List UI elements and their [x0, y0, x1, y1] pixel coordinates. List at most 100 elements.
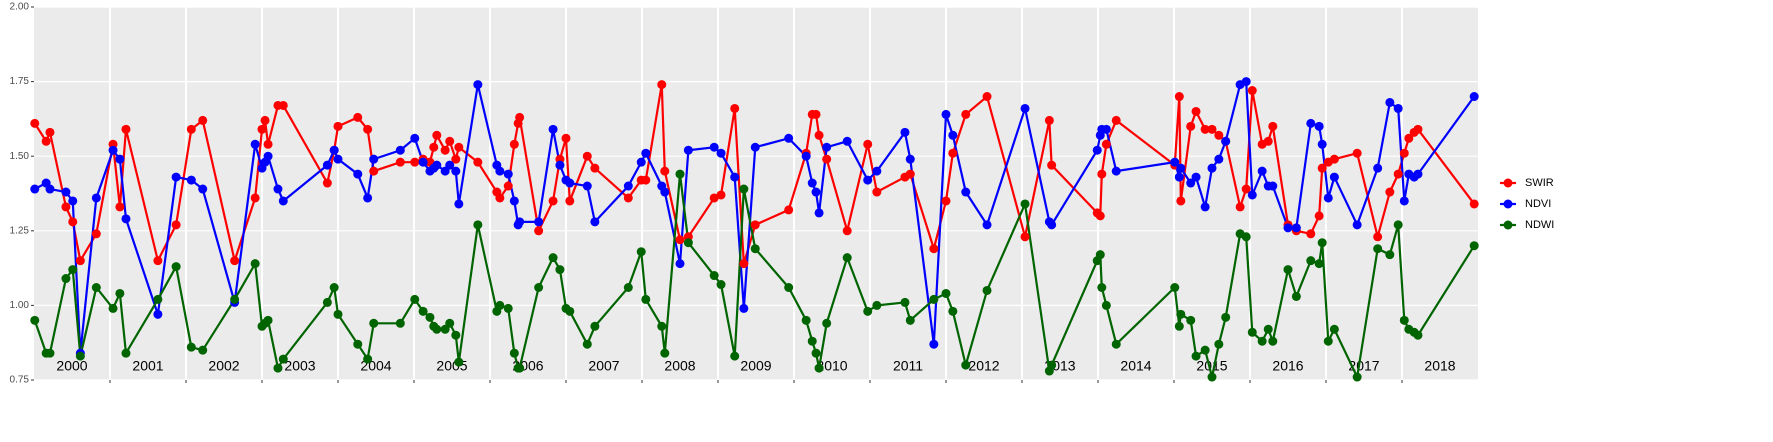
data-point: [660, 187, 670, 197]
data-point: [198, 184, 208, 194]
data-point: [709, 193, 719, 203]
data-point: [1221, 136, 1231, 146]
data-point: [171, 262, 181, 272]
data-point: [1393, 169, 1403, 179]
data-point: [329, 282, 339, 292]
data-point: [1257, 336, 1267, 346]
data-point: [730, 172, 740, 182]
x-tick-label: 2010: [816, 358, 847, 374]
data-point: [473, 220, 483, 230]
data-point: [982, 220, 992, 230]
data-point: [961, 109, 971, 119]
data-point: [30, 118, 40, 128]
data-point: [1174, 92, 1184, 102]
legend-label: NDVI: [1525, 198, 1551, 210]
data-point: [948, 306, 958, 316]
x-tick-label: 2008: [664, 358, 695, 374]
x-tick-label: 2005: [436, 358, 467, 374]
data-point: [61, 187, 71, 197]
data-point: [1283, 265, 1293, 275]
data-point: [1291, 291, 1301, 301]
data-point: [750, 220, 760, 230]
data-point: [582, 181, 592, 191]
data-point: [565, 306, 575, 316]
data-point: [1385, 250, 1395, 260]
data-point: [1306, 229, 1316, 239]
data-point: [1323, 193, 1333, 203]
data-point: [273, 363, 283, 373]
legend-key: [1503, 220, 1513, 230]
data-point: [982, 285, 992, 295]
data-point: [1263, 324, 1273, 334]
data-point: [41, 136, 51, 146]
data-point: [822, 142, 832, 152]
data-point: [730, 103, 740, 113]
data-point: [1373, 232, 1383, 242]
data-point: [1257, 166, 1267, 176]
data-point: [929, 339, 939, 349]
data-point: [709, 142, 719, 152]
data-point: [636, 157, 646, 167]
data-point: [716, 280, 726, 290]
data-point: [739, 303, 749, 313]
data-point: [260, 115, 270, 125]
data-point: [1393, 103, 1403, 113]
data-point: [548, 253, 558, 263]
data-point: [811, 348, 821, 358]
data-point: [1314, 259, 1324, 269]
data-point: [1469, 241, 1479, 251]
data-point: [1317, 163, 1327, 173]
data-point: [590, 163, 600, 173]
data-point: [784, 133, 794, 143]
data-point: [45, 348, 55, 358]
data-point: [369, 318, 379, 328]
data-point: [1373, 244, 1383, 254]
data-point: [45, 127, 55, 137]
data-point: [230, 294, 240, 304]
x-tick-label: 2017: [1348, 358, 1379, 374]
y-tick-label: 1.50: [10, 151, 30, 162]
data-point: [534, 217, 544, 227]
data-point: [186, 124, 196, 134]
data-point: [410, 294, 420, 304]
data-point: [503, 303, 513, 313]
data-point: [1268, 181, 1278, 191]
data-point: [1020, 199, 1030, 209]
data-point: [555, 160, 565, 170]
data-point: [263, 139, 273, 149]
data-point: [68, 217, 78, 227]
data-point: [395, 157, 405, 167]
data-point: [1214, 154, 1224, 164]
data-point: [750, 142, 760, 152]
data-point: [739, 259, 749, 269]
data-point: [1241, 77, 1251, 87]
data-point: [1263, 136, 1273, 146]
data-point: [1174, 321, 1184, 331]
data-point: [68, 265, 78, 275]
x-tick-label: 2003: [284, 358, 315, 374]
data-point: [425, 312, 435, 322]
data-point: [440, 145, 450, 155]
y-tick-label: 2.00: [10, 2, 30, 13]
data-point: [623, 193, 633, 203]
data-point: [509, 348, 519, 358]
data-point: [353, 169, 363, 179]
data-point: [1393, 220, 1403, 230]
data-point: [784, 282, 794, 292]
data-point: [1399, 148, 1409, 158]
x-tick-label: 2009: [740, 358, 771, 374]
data-point: [263, 151, 273, 161]
x-tick-label: 2012: [968, 358, 999, 374]
data-point: [872, 300, 882, 310]
data-point: [451, 166, 461, 176]
data-point: [1352, 372, 1362, 382]
data-point: [257, 124, 267, 134]
data-point: [198, 115, 208, 125]
data-point: [1317, 139, 1327, 149]
data-point: [503, 169, 513, 179]
data-point: [636, 247, 646, 257]
data-point: [363, 193, 373, 203]
data-point: [153, 256, 163, 266]
data-point: [623, 181, 633, 191]
data-point: [121, 214, 131, 224]
